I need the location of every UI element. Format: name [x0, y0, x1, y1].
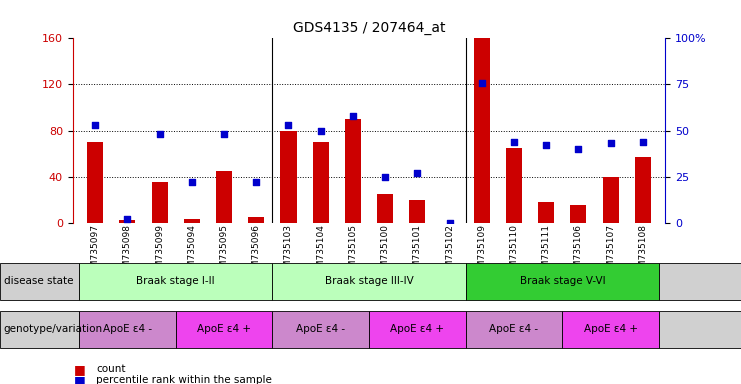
Text: ApoE ε4 -: ApoE ε4 -: [103, 324, 152, 334]
Point: [89, 122, 101, 128]
Point: [153, 131, 165, 137]
Point: [573, 146, 585, 152]
Point: [540, 142, 552, 148]
Text: ApoE ε4 +: ApoE ε4 +: [584, 324, 638, 334]
Text: ApoE ε4 +: ApoE ε4 +: [197, 324, 251, 334]
Text: Braak stage I-II: Braak stage I-II: [136, 276, 215, 286]
Bar: [345, 119, 361, 223]
Text: genotype/variation: genotype/variation: [4, 324, 103, 334]
Text: disease state: disease state: [4, 276, 73, 286]
Bar: [377, 194, 393, 223]
Point: [476, 79, 488, 86]
Title: GDS4135 / 207464_at: GDS4135 / 207464_at: [293, 21, 445, 35]
Point: [637, 139, 649, 145]
Bar: [409, 200, 425, 223]
Text: ■: ■: [74, 374, 86, 384]
Bar: [571, 205, 586, 223]
Point: [218, 131, 230, 137]
Point: [411, 170, 423, 176]
Text: ApoE ε4 -: ApoE ε4 -: [490, 324, 539, 334]
Point: [605, 141, 617, 147]
Bar: [280, 131, 296, 223]
Point: [282, 122, 294, 128]
Point: [250, 179, 262, 185]
Point: [122, 216, 133, 222]
Point: [444, 220, 456, 226]
Text: percentile rank within the sample: percentile rank within the sample: [96, 375, 272, 384]
Bar: [313, 142, 329, 223]
Point: [186, 179, 198, 185]
Bar: [506, 148, 522, 223]
Bar: [635, 157, 651, 223]
Bar: [538, 202, 554, 223]
Bar: [87, 142, 103, 223]
Text: ■: ■: [74, 363, 86, 376]
Point: [379, 174, 391, 180]
Bar: [248, 217, 265, 223]
Point: [347, 113, 359, 119]
Bar: [184, 219, 200, 223]
Bar: [473, 38, 490, 223]
Text: Braak stage III-IV: Braak stage III-IV: [325, 276, 413, 286]
Bar: [119, 220, 136, 223]
Text: ApoE ε4 +: ApoE ε4 +: [391, 324, 445, 334]
Bar: [602, 177, 619, 223]
Text: count: count: [96, 364, 126, 374]
Point: [315, 127, 327, 134]
Bar: [152, 182, 167, 223]
Text: Braak stage V-VI: Braak stage V-VI: [519, 276, 605, 286]
Text: ApoE ε4 -: ApoE ε4 -: [296, 324, 345, 334]
Point: [508, 139, 520, 145]
Bar: [216, 171, 232, 223]
